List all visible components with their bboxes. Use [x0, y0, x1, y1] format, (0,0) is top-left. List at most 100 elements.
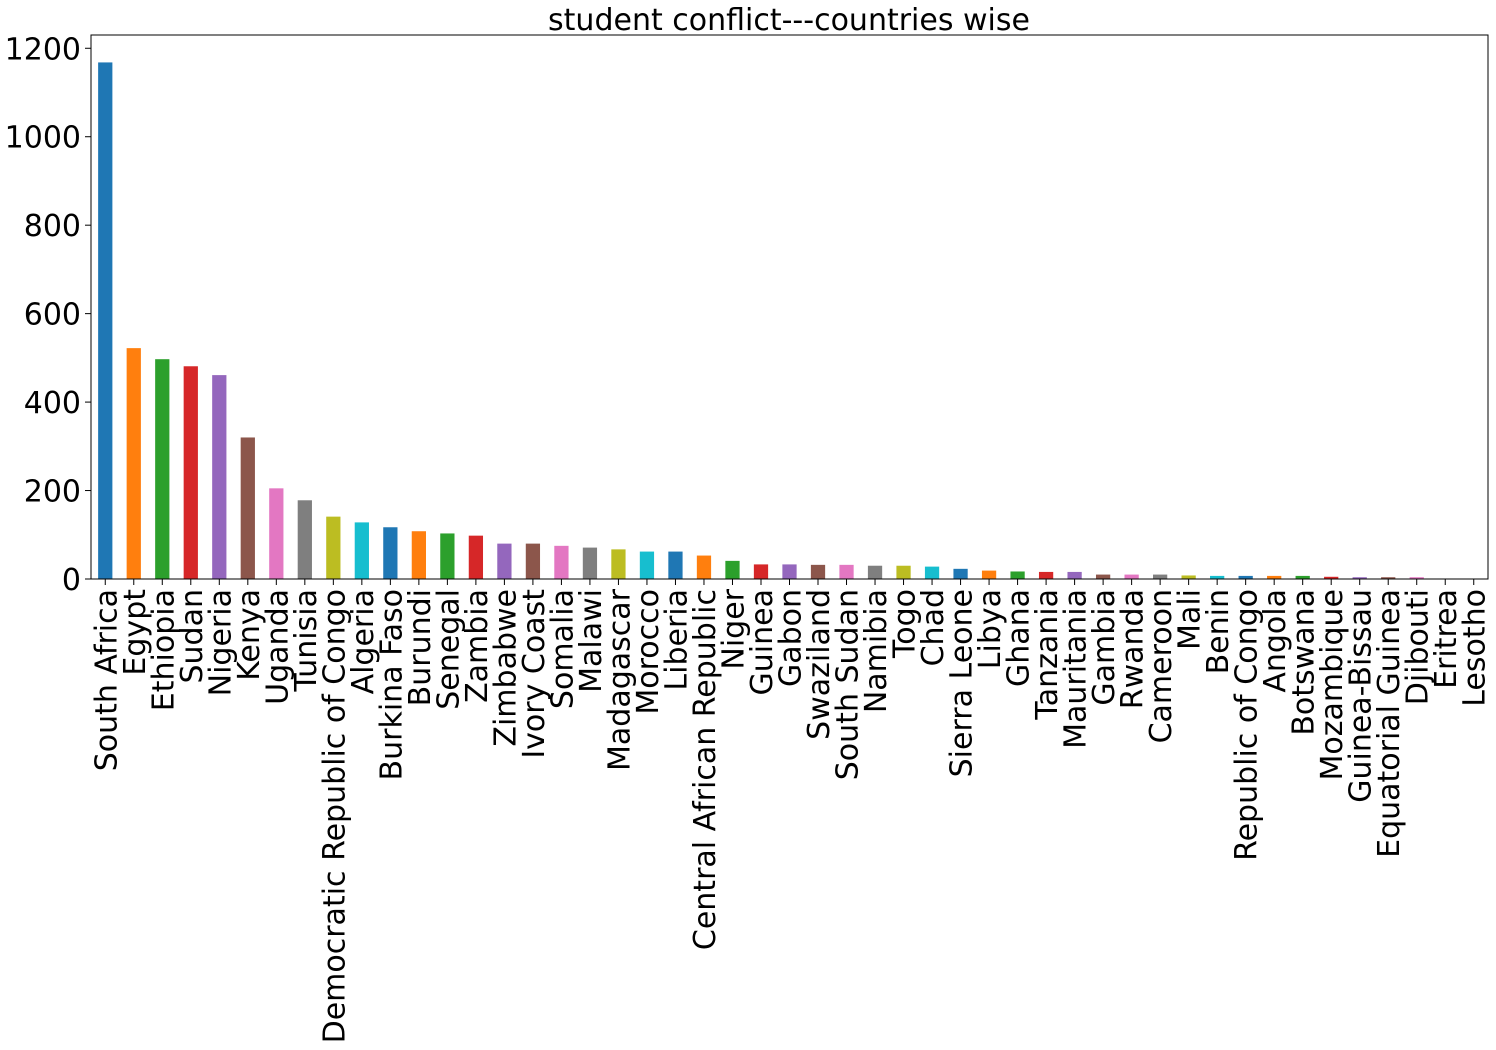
- bar-democratic-republic-of-congo: [326, 516, 341, 579]
- bars-group: [98, 62, 1481, 579]
- bar-nigeria: [212, 375, 227, 579]
- x-tick-label: Madagascar: [602, 588, 637, 771]
- bar-mozambique: [1324, 576, 1339, 579]
- bar-sierra-leone: [953, 568, 968, 579]
- x-tick-label: Guinea-Bissau: [1344, 589, 1379, 803]
- bar-algeria: [354, 522, 369, 579]
- x-tick-label: Libya: [973, 589, 1008, 669]
- chart-title: student conflict---countries wise: [548, 3, 1030, 38]
- x-tick-label: Ivory Coast: [517, 589, 552, 759]
- y-tick-label: 0: [62, 563, 81, 598]
- bar-mauritania: [1067, 571, 1082, 579]
- x-tick-label: Central African Republic: [688, 589, 723, 950]
- x-tick-label: Ghana: [1002, 589, 1037, 687]
- x-tick-label: Lesotho: [1458, 589, 1493, 707]
- x-tick-label: South Africa: [89, 589, 124, 771]
- bar-zimbabwe: [497, 543, 512, 579]
- bar-ivory-coast: [525, 543, 541, 579]
- x-tick-label: Egypt: [118, 589, 153, 676]
- bar-namibia: [867, 565, 883, 579]
- x-tick-label: Senegal: [431, 589, 466, 710]
- bar-madagascar: [611, 549, 626, 579]
- y-tick-label: 1000: [5, 121, 81, 156]
- bar-rwanda: [1124, 574, 1139, 579]
- x-tick-label: Swaziland: [802, 589, 837, 740]
- bar-gambia: [1095, 574, 1111, 579]
- x-tick-label: Tunisia: [289, 589, 324, 692]
- bar-cameroon: [1153, 574, 1168, 579]
- x-tick-label: Gambia: [1087, 589, 1122, 706]
- bar-kenya: [240, 437, 255, 579]
- x-tick-label: Angola: [1258, 589, 1293, 693]
- bar-benin: [1210, 575, 1225, 579]
- x-tick-label: Liberia: [659, 589, 694, 691]
- bar-ethiopia: [155, 359, 170, 579]
- x-tick-label: Kenya: [232, 589, 267, 681]
- x-tick-label: Malawi: [574, 589, 609, 693]
- x-tick-label: Namibia: [859, 589, 894, 713]
- bar-chad: [924, 566, 940, 579]
- bar-mali: [1181, 575, 1196, 579]
- y-tick-label: 800: [24, 209, 81, 244]
- y-tick-label: 1200: [5, 32, 81, 67]
- bar-guinea-bissau: [1352, 577, 1367, 579]
- x-tick-label: Zimbabwe: [488, 589, 523, 747]
- x-tick-label: Mali: [1173, 589, 1208, 650]
- x-tick-label: Nigeria: [203, 589, 238, 696]
- y-tick-label: 400: [24, 386, 81, 421]
- x-tick-label: Niger: [716, 588, 751, 669]
- x-tick-label: Republic of Congo: [1230, 589, 1265, 861]
- bar-malawi: [582, 547, 598, 579]
- bar-uganda: [269, 488, 284, 579]
- x-tick-label: South Sudan: [831, 589, 866, 780]
- y-tick-label: 200: [24, 475, 81, 510]
- y-axis: 0 200 400 600 800 1000 1200: [5, 32, 91, 598]
- x-tick-label: Eritrea: [1429, 589, 1464, 689]
- plot-frame: [90, 34, 1489, 580]
- x-tick-label: Djibouti: [1401, 589, 1436, 705]
- bar-morocco: [639, 551, 655, 579]
- bar-botswana: [1295, 575, 1310, 579]
- x-tick-label: Algeria: [346, 589, 381, 694]
- y-tick-label: 600: [24, 298, 81, 333]
- x-tick-label: Cameroon: [1144, 589, 1179, 743]
- bar-togo: [896, 565, 911, 579]
- bar-burundi: [411, 531, 426, 579]
- bar-libya: [981, 570, 997, 579]
- x-tick-label: Sierra Leone: [945, 589, 980, 777]
- bar-equatorial-guinea: [1381, 577, 1396, 579]
- x-tick-label: Somalia: [545, 589, 580, 709]
- bar-central-african-republic: [696, 555, 712, 579]
- x-tick-label: Rwanda: [1116, 589, 1151, 709]
- bar-egypt: [126, 348, 141, 579]
- bar-somalia: [554, 545, 569, 579]
- x-tick-label: Mauritania: [1059, 589, 1094, 749]
- bar-republic-of-congo: [1238, 575, 1253, 579]
- bar-guinea: [753, 564, 769, 579]
- x-tick-label: Togo: [888, 589, 923, 659]
- x-tick-label: Benin: [1201, 589, 1236, 674]
- bar-niger: [725, 560, 740, 579]
- bar-liberia: [668, 551, 683, 579]
- bar-south-sudan: [839, 564, 854, 579]
- x-axis: South AfricaEgyptEthiopiaSudanNigeriaKen…: [89, 579, 1493, 1043]
- bar-swaziland: [810, 564, 826, 579]
- bar-south-africa: [98, 62, 113, 579]
- bar-ghana: [1010, 571, 1025, 579]
- bar-djibouti: [1409, 577, 1424, 579]
- x-tick-label: Burkina Faso: [374, 589, 409, 780]
- x-tick-label: Equatorial Guinea: [1372, 589, 1407, 858]
- bar-tunisia: [297, 500, 312, 579]
- bar-senegal: [440, 533, 455, 579]
- x-tick-label: Morocco: [631, 589, 666, 715]
- bar-tanzania: [1038, 571, 1054, 579]
- bar-sudan: [183, 366, 198, 579]
- x-tick-label: Sudan: [175, 589, 210, 684]
- x-tick-label: Uganda: [260, 589, 295, 705]
- x-tick-label: Chad: [916, 589, 951, 666]
- x-tick-label: Guinea: [745, 589, 780, 695]
- x-tick-label: Tanzania: [1030, 589, 1065, 721]
- bar-gabon: [782, 564, 797, 579]
- x-tick-label: Gabon: [774, 589, 809, 687]
